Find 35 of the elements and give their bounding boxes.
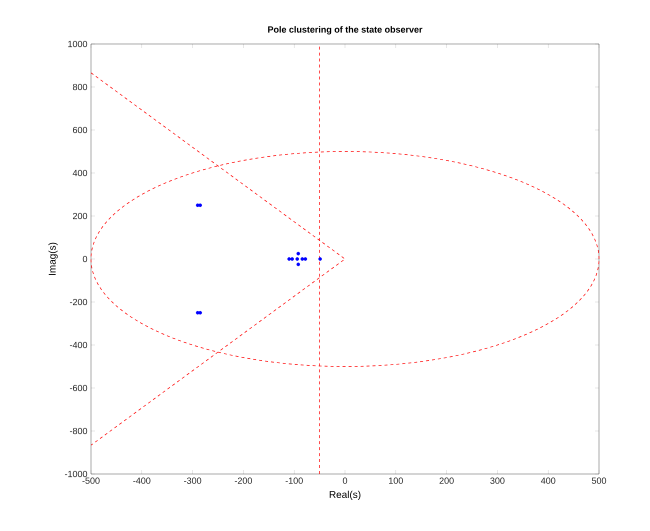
y-tick-label: 0 — [82, 256, 88, 262]
point — [304, 257, 308, 261]
point — [300, 257, 304, 261]
x-tick-label: -400 — [133, 478, 150, 484]
y-axis-title: Imag(s) — [48, 242, 58, 275]
y-tick-label: 400 — [72, 170, 88, 176]
x-tick-label: -300 — [184, 478, 202, 484]
y-tick-label: -200 — [70, 298, 88, 306]
point — [287, 257, 291, 261]
point — [296, 252, 300, 256]
y-tick-label: 200 — [72, 212, 88, 220]
y-tick-label: -600 — [70, 384, 88, 392]
x-tick-label: 100 — [389, 478, 403, 484]
x-tick-label: 200 — [440, 478, 454, 484]
point — [198, 203, 202, 208]
x-axis-title: Real(s) — [330, 490, 360, 500]
x-tick-label: 0 — [342, 478, 348, 484]
point — [198, 310, 202, 315]
y-tick-label: -1000 — [64, 470, 88, 478]
point — [290, 257, 294, 261]
point — [318, 257, 322, 261]
x-tick-label: -500 — [82, 478, 100, 484]
x-tick-label: -100 — [286, 478, 303, 484]
y-tick-label: -800 — [70, 428, 88, 434]
x-tick-label: -200 — [234, 478, 252, 484]
y-tick-label: 800 — [72, 84, 88, 90]
x-tick-label: 300 — [490, 478, 505, 484]
y-tick-label: 1000 — [68, 40, 88, 48]
point — [295, 257, 300, 261]
x-tick-label: 400 — [540, 478, 556, 484]
point — [296, 262, 300, 266]
chart-title: Pole clustering of the state observer — [268, 26, 422, 35]
y-tick-label: -400 — [70, 342, 88, 348]
y-tick-label: 600 — [72, 126, 88, 134]
x-tick-label: 500 — [592, 478, 606, 484]
